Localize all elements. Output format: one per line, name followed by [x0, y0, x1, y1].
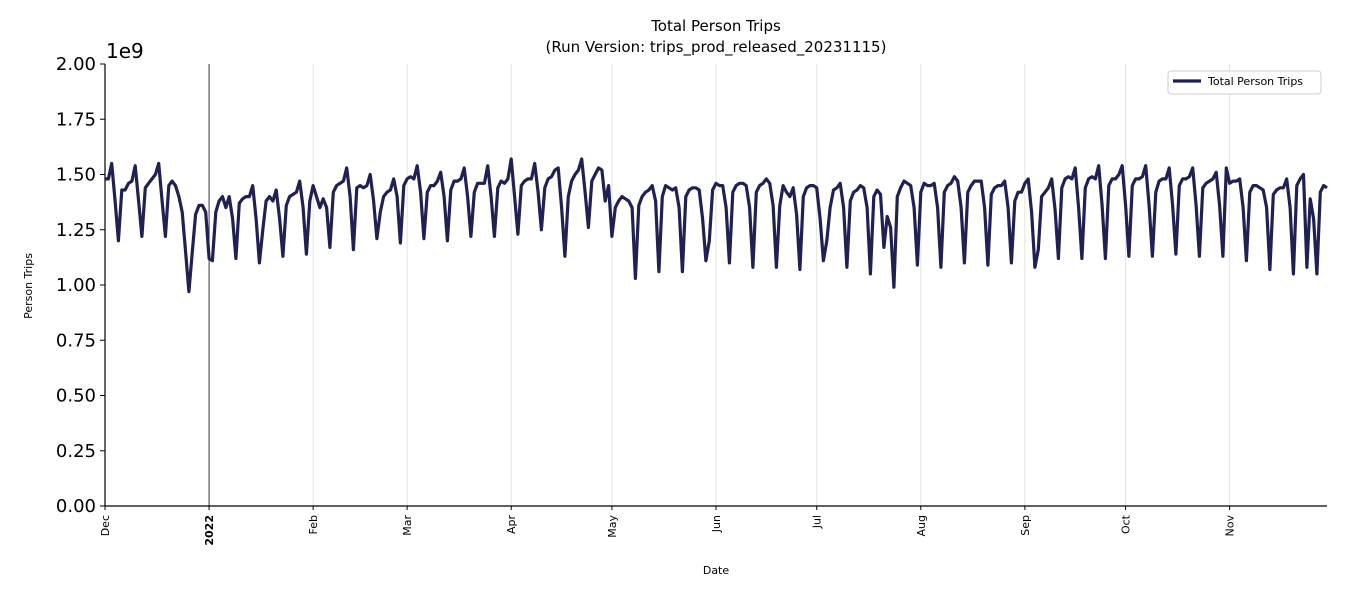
- x-tick-label: Sep: [1019, 515, 1032, 536]
- x-tick-label: May: [606, 515, 619, 538]
- x-tick-label: Feb: [307, 515, 320, 534]
- y-tick-label: 1.50: [56, 165, 96, 186]
- y-axis-label: Person Trips: [22, 253, 35, 319]
- x-tick-label: Mar: [401, 515, 414, 536]
- x-tick-label: Aug: [915, 515, 928, 536]
- x-tick-label: Jun: [710, 515, 723, 533]
- y-axis: 0.00 0.25 0.50 0.75 1.00 1.25 1.50 1.75 2.00: [56, 54, 106, 517]
- y-tick-label: 0.75: [56, 330, 96, 351]
- x-tick-label: Apr: [505, 515, 518, 535]
- y-tick-label: 1.75: [56, 109, 96, 130]
- series-line-total-person-trips: [105, 157, 1328, 294]
- y-offset-label: 1e9: [106, 39, 144, 63]
- chart-subtitle: (Run Version: trips_prod_released_202311…: [546, 38, 887, 57]
- x-axis-label: Date: [703, 564, 730, 577]
- y-tick-label: 1.25: [56, 220, 96, 241]
- x-tick-label: Jul: [811, 515, 824, 529]
- gridlines: [208, 64, 1231, 506]
- x-tick-label: Nov: [1224, 515, 1237, 537]
- x-axis: Dec 2022 Feb Mar Apr May Jun Jul Aug Sep Oct Nov: [99, 505, 1327, 546]
- y-tick-label: 0.00: [56, 496, 96, 517]
- legend: Total Person Trips: [1167, 70, 1322, 95]
- x-tick-label: 2022: [203, 515, 216, 546]
- x-tick-label: Oct: [1120, 514, 1133, 534]
- y-tick-label: 1.00: [56, 275, 96, 296]
- x-tick-label: Dec: [99, 515, 112, 536]
- legend-box: [1167, 70, 1322, 95]
- y-tick-label: 0.25: [56, 441, 96, 462]
- legend-label: Total Person Trips: [1207, 75, 1303, 88]
- y-tick-label: 0.50: [56, 386, 96, 407]
- y-tick-label: 2.00: [56, 54, 96, 75]
- chart-title: Total Person Trips: [650, 17, 781, 35]
